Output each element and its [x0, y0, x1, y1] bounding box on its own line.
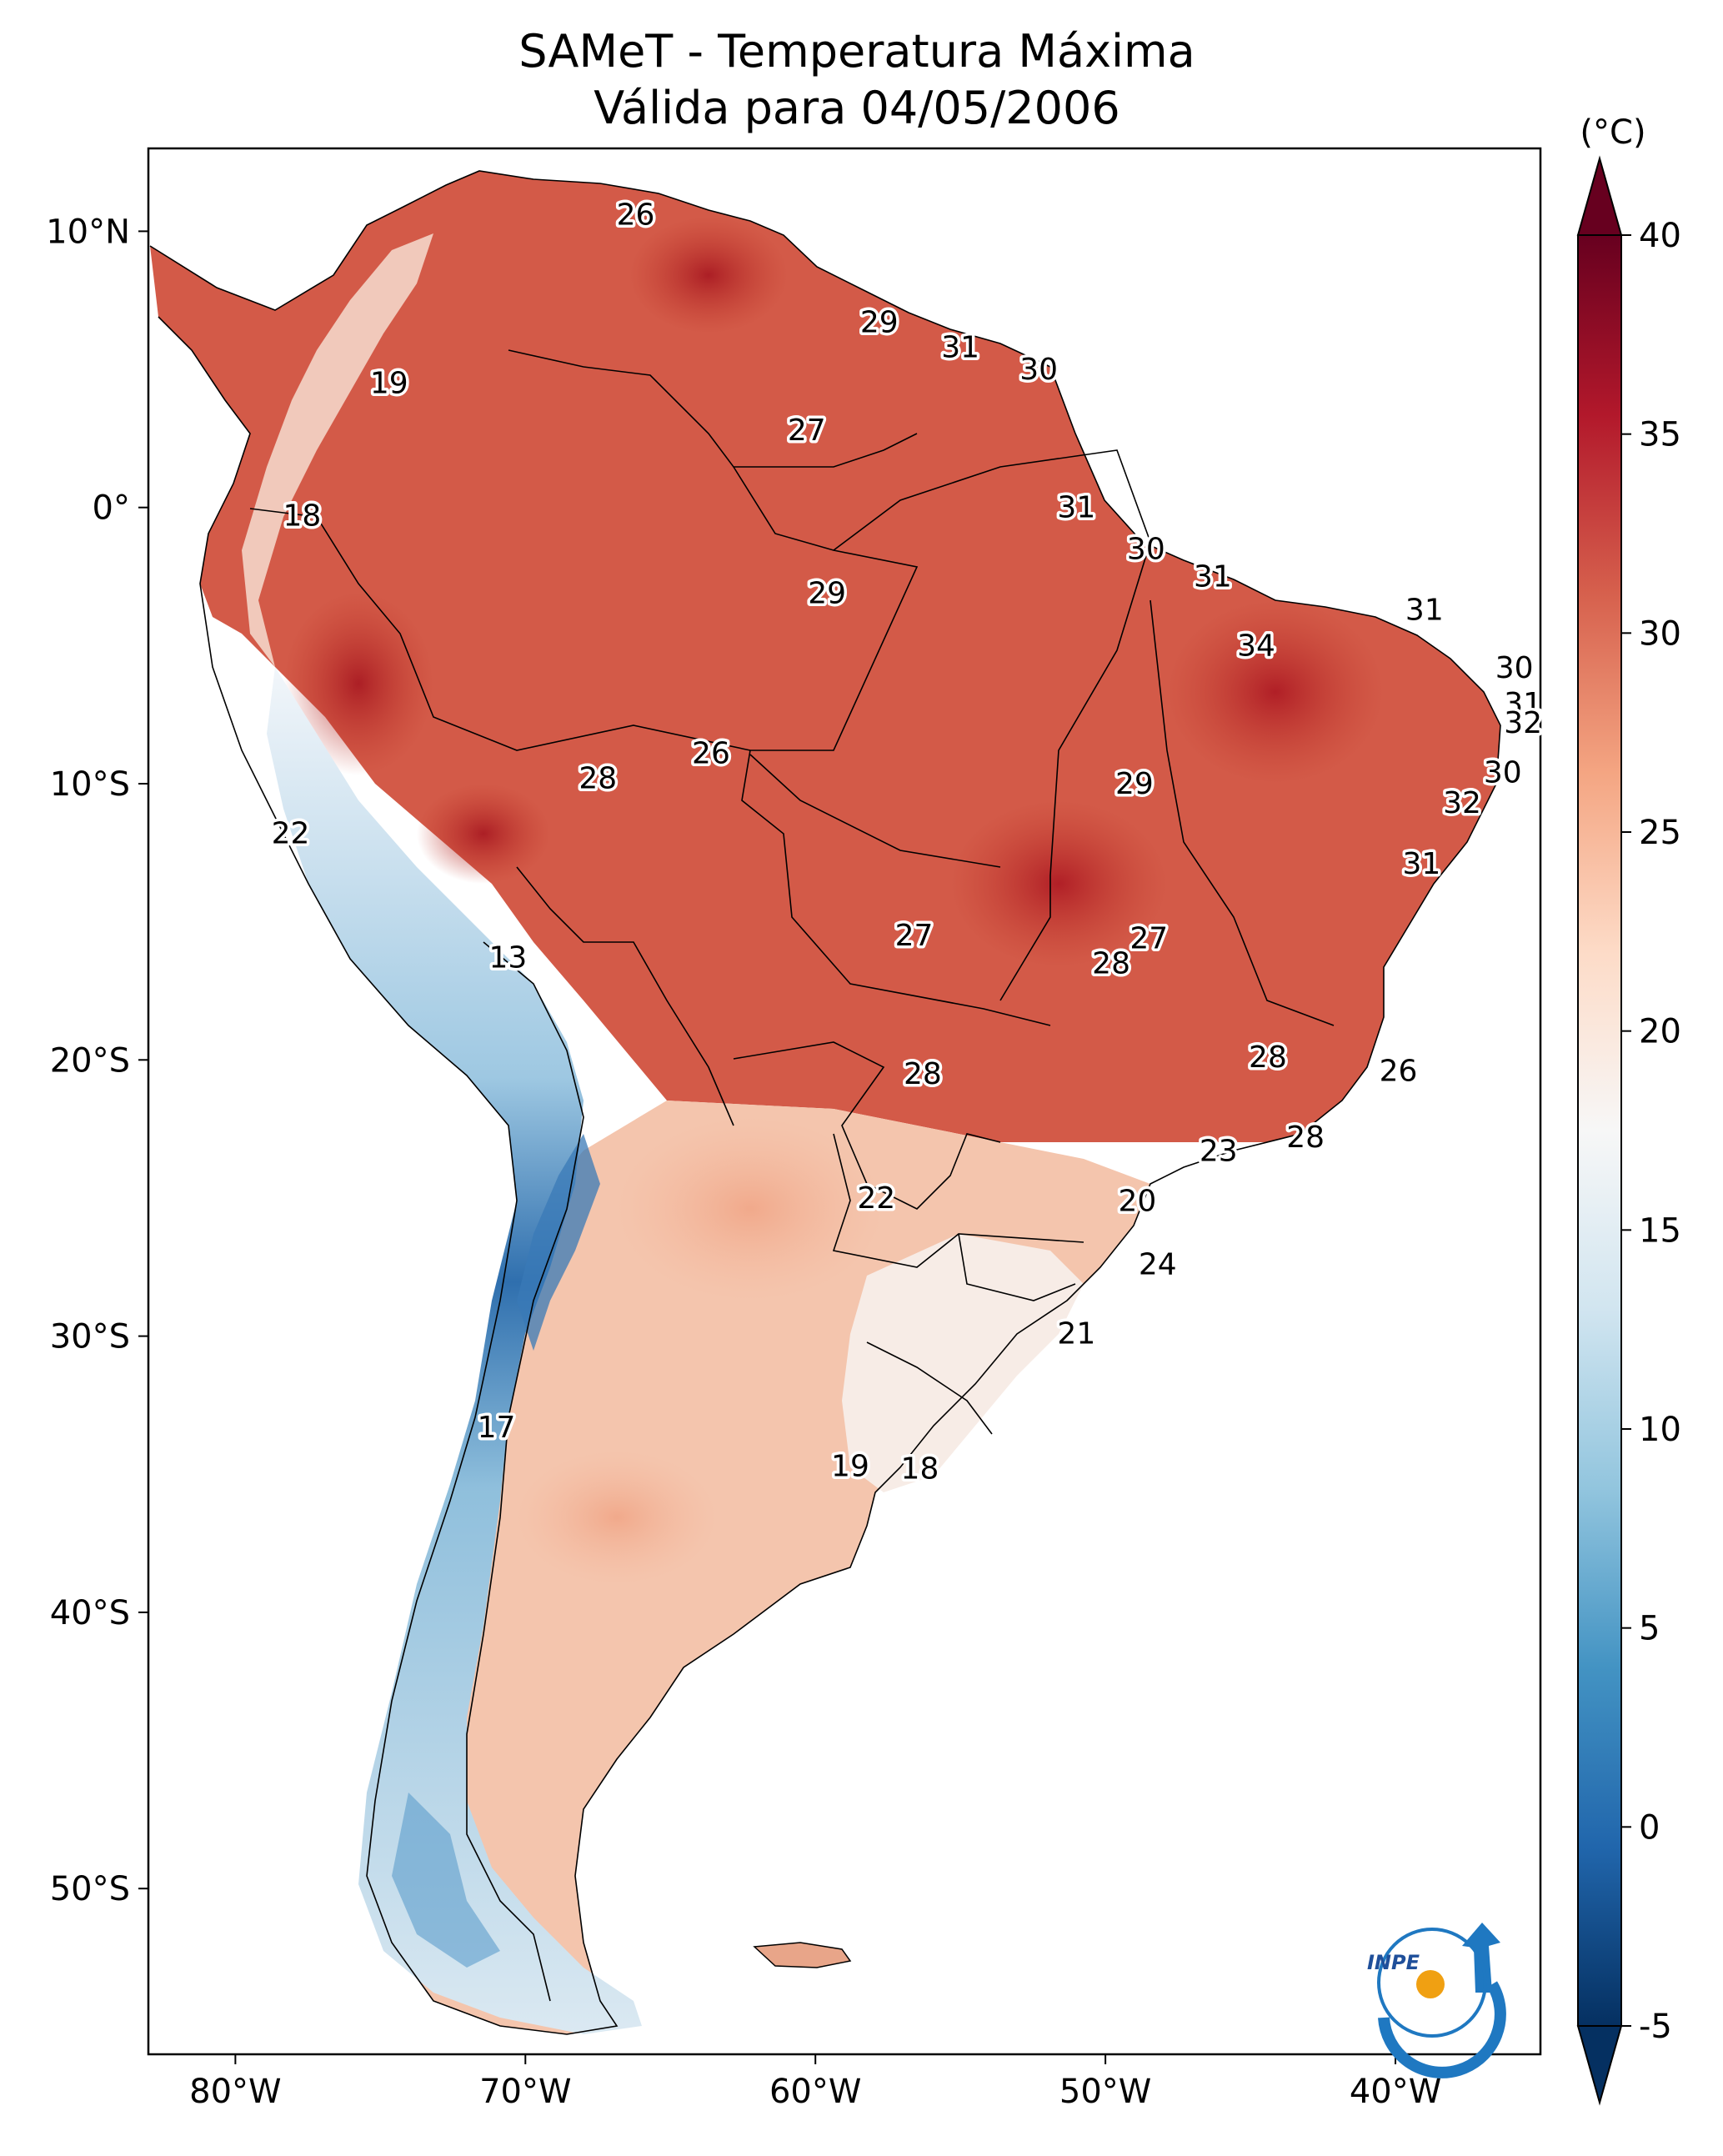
colorbar-min-arrow — [1576, 2025, 1623, 2106]
map-title-line1: SAMeT - Temperatura Máxima — [518, 25, 1195, 78]
colorbar-tick-label: 15 — [1639, 1211, 1681, 1250]
map-area — [148, 148, 1540, 2054]
logo-text: INPE — [1367, 1951, 1420, 1974]
colorbar-max-arrow — [1576, 155, 1623, 236]
country-borders — [149, 170, 1501, 2035]
temperature-label: 18 — [283, 499, 321, 534]
temperature-label: 31 — [941, 331, 979, 365]
hotspot-northeast — [1167, 600, 1384, 784]
x-tick-label: 40°W — [1350, 2073, 1441, 2111]
temperature-label: 31 — [1057, 491, 1095, 525]
temperature-label: 19 — [831, 1449, 869, 1483]
temperature-label: 26 — [692, 737, 730, 771]
temperature-label: 28 — [1249, 1040, 1287, 1075]
temperature-label: 17 — [478, 1411, 516, 1445]
colorbar-bar — [1577, 234, 1622, 2027]
x-axis-ticks: 80°W 70°W 60°W 50°W 40°W — [189, 2054, 1441, 2111]
x-tick-label: 50°W — [1059, 2073, 1151, 2111]
y-tick-label: 50°S — [50, 1870, 130, 1908]
temperature-label: 29 — [860, 306, 899, 340]
x-tick-label: 80°W — [189, 2073, 281, 2111]
colorbar-tick-label: 30 — [1639, 614, 1681, 653]
colorbar-unit: (°C) — [1580, 113, 1645, 152]
temperature-label: 29 — [1115, 767, 1154, 801]
temperature-label: 32 — [1443, 786, 1481, 820]
temperature-label: 18 — [901, 1452, 939, 1487]
map-frame — [147, 147, 1542, 2056]
temperature-label: 28 — [579, 761, 617, 795]
colorbar-ticks: 40 35 30 25 20 15 10 5 0 -5 — [1621, 217, 1681, 2046]
inpe-logo: INPE — [1367, 1923, 1506, 2078]
x-tick-label: 70°W — [479, 2073, 571, 2111]
temperature-label: 22 — [857, 1181, 895, 1216]
temperature-label: 27 — [1129, 922, 1168, 956]
colorbar-tick-label: 35 — [1639, 416, 1681, 454]
temperature-label: 26 — [617, 198, 655, 233]
colorbar-tick-label: 20 — [1639, 1013, 1681, 1051]
logo-orbit — [1377, 1928, 1487, 2038]
temperature-label: 30 — [1127, 532, 1165, 566]
colorbar-tick-label: 25 — [1639, 814, 1681, 852]
y-tick-label: 20°S — [50, 1041, 130, 1080]
y-tick-label: 30°S — [50, 1318, 130, 1356]
y-tick-label: 0° — [93, 489, 130, 528]
temperature-label: 20 — [1118, 1184, 1156, 1218]
temperature-label: 27 — [788, 414, 826, 448]
y-tick-label: 40°S — [50, 1594, 130, 1632]
temperature-label: 24 — [1139, 1247, 1177, 1281]
colorbar-tick-label: 0 — [1639, 1808, 1660, 1847]
temperature-label: 28 — [1092, 946, 1130, 980]
temperature-label: 19 — [370, 367, 408, 401]
land-andes-peak — [517, 1134, 600, 1351]
colorbar-tick-label: 10 — [1639, 1411, 1681, 1449]
logo-arrow-icon — [1462, 1923, 1500, 1993]
temperature-label: 29 — [808, 576, 846, 610]
hotspot-peru-south — [417, 784, 550, 884]
colorbar: (°C) 40 35 30 25 20 15 10 5 0 -5 — [1576, 113, 1681, 2106]
temperature-label: 26 — [1380, 1055, 1418, 1089]
temperature-label: 27 — [895, 919, 934, 953]
warm-chaco — [617, 1117, 884, 1301]
land-falklands — [753, 1942, 852, 1968]
hotspot-venezuela — [629, 217, 788, 333]
warm-pampa — [517, 1451, 717, 1584]
temperature-label: 22 — [272, 817, 310, 851]
temperature-label: 31 — [1194, 560, 1232, 594]
temperature-label: 28 — [904, 1057, 942, 1091]
y-axis-ticks: 10°N 0° 10°S 20°S 30°S 40°S 50°S — [46, 213, 148, 1908]
y-tick-label: 10°S — [50, 765, 130, 804]
x-tick-label: 60°W — [769, 2073, 861, 2111]
hotspot-tocantins — [950, 800, 1167, 967]
temperature-label: 34 — [1237, 629, 1275, 663]
y-tick-label: 10°N — [46, 213, 130, 251]
temperature-label: 31 — [1504, 687, 1542, 721]
temperature-label: 21 — [1057, 1316, 1095, 1351]
map-title-line2: Válida para 04/05/2006 — [594, 82, 1119, 134]
temperature-label: 30 — [1495, 651, 1534, 685]
land-andes-cold — [267, 667, 642, 2034]
hotspot-peru-east — [283, 592, 433, 775]
temperature-label: 32 — [1504, 706, 1542, 740]
colorbar-tick-label: 40 — [1639, 217, 1681, 255]
temperature-label: 28 — [1286, 1121, 1325, 1155]
temperature-label: 30 — [1019, 353, 1058, 387]
land-patagonia-cold — [392, 1792, 500, 1968]
colorbar-tick-label: -5 — [1639, 2008, 1672, 2046]
logo-swoosh — [1378, 1981, 1506, 2078]
logo-dot — [1416, 1970, 1445, 1998]
temperature-label: 30 — [1484, 756, 1522, 790]
land-andes-north — [242, 233, 433, 667]
temperature-label: 31 — [1405, 593, 1444, 627]
temperature-label: 31 — [1402, 847, 1440, 881]
colorbar-tick-label: 5 — [1639, 1610, 1660, 1648]
temperature-label: 13 — [489, 941, 528, 975]
temperature-label: 23 — [1200, 1135, 1238, 1169]
